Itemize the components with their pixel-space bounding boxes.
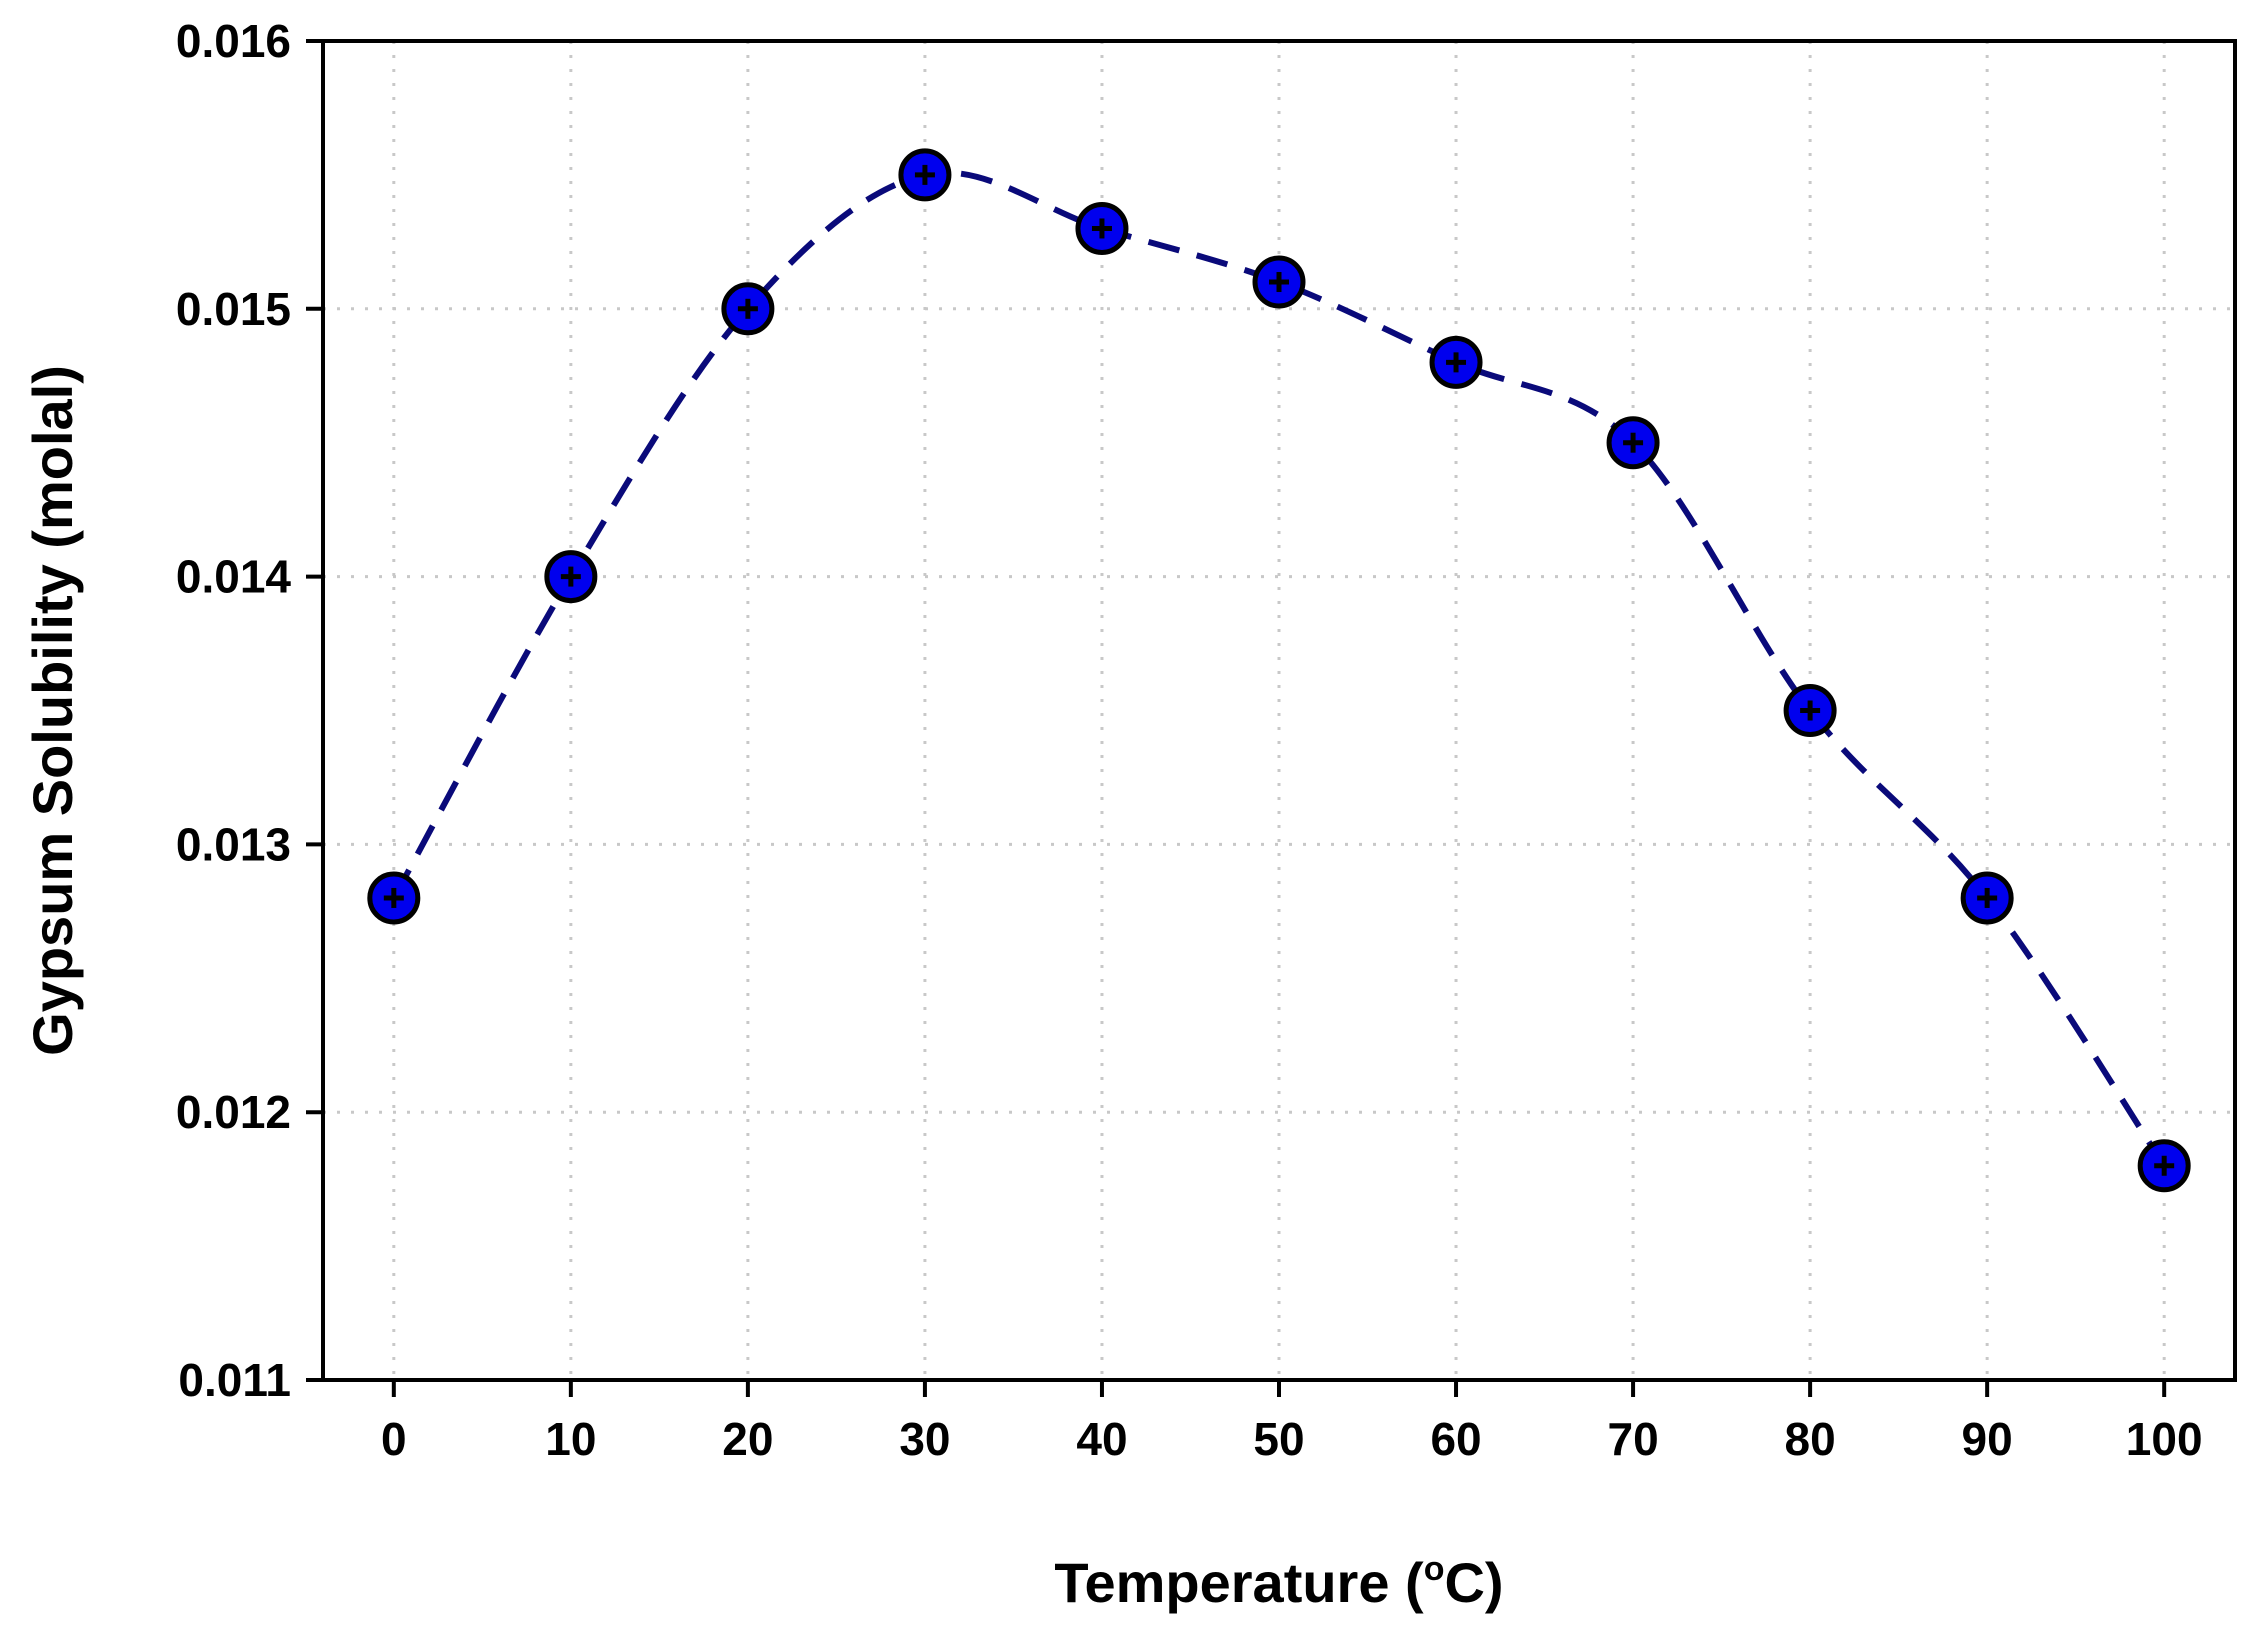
x-tick-label: 60 xyxy=(1430,1413,1481,1465)
x-tick-label: 30 xyxy=(899,1413,950,1465)
plot-frame xyxy=(321,39,2237,1382)
series-line xyxy=(391,169,2167,1168)
y-tick-label: 0.015 xyxy=(176,283,291,335)
x-axis-title-superscript: o xyxy=(1424,1550,1445,1588)
data-point-marker xyxy=(2137,1139,2191,1193)
marker-layer xyxy=(367,148,2191,1193)
x-axis-title-suffix: C) xyxy=(1444,1551,1503,1614)
y-tick-label: 0.013 xyxy=(176,818,291,870)
y-tick-label: 0.016 xyxy=(176,15,291,67)
x-axis-title-main: Temperature ( xyxy=(1054,1551,1424,1614)
x-axis-title: Temperature (oC) xyxy=(1054,1550,1503,1614)
data-point-marker xyxy=(544,550,598,604)
x-tick-label: 80 xyxy=(1785,1413,1836,1465)
data-point-marker xyxy=(721,282,775,336)
data-point-marker xyxy=(1783,684,1837,737)
x-tick-label: 10 xyxy=(545,1413,596,1465)
y-tick-label: 0.012 xyxy=(176,1086,291,1138)
data-point-marker xyxy=(1606,416,1660,470)
y-tick-label: 0.011 xyxy=(178,1354,291,1406)
tick-layer: 0.011 0.012 0.013 0.014 0.015 0.016 0 10 20 30 40 5… xyxy=(176,15,2203,1465)
data-point-marker xyxy=(1252,255,1306,309)
y-tick-label: 0.014 xyxy=(176,551,292,603)
data-point-marker xyxy=(1429,335,1483,389)
x-tick-label: 40 xyxy=(1076,1413,1127,1465)
x-tick-label: 50 xyxy=(1253,1413,1304,1465)
data-point-marker xyxy=(1960,871,2014,925)
y-axis-title: Gypsum Solubility (molal) xyxy=(21,365,84,1056)
grid-layer xyxy=(323,41,2235,1380)
data-point-marker xyxy=(367,871,421,925)
data-point-marker xyxy=(1075,201,1129,255)
x-tick-label: 70 xyxy=(1607,1413,1658,1465)
x-tick-label: 90 xyxy=(1962,1413,2013,1465)
x-tick-label: 0 xyxy=(381,1413,407,1465)
x-tick-label: 100 xyxy=(2126,1413,2203,1465)
x-tick-label: 20 xyxy=(722,1413,773,1465)
data-point-marker xyxy=(898,148,952,202)
